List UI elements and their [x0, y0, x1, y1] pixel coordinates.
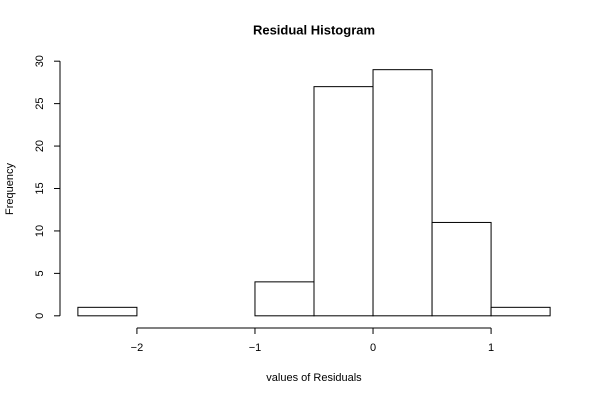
y-tick-label: 0: [34, 313, 46, 319]
chart-title: Residual Histogram: [253, 22, 375, 37]
y-tick-label: 25: [34, 97, 46, 109]
y-tick-label: 10: [34, 225, 46, 237]
bar: [77, 306, 138, 317]
bar: [254, 281, 315, 317]
x-axis-label: values of Residuals: [266, 372, 362, 384]
bar: [372, 69, 433, 317]
y-tick-label: 15: [34, 182, 46, 194]
x-tick-label: 1: [488, 342, 494, 354]
x-tick-label: −1: [249, 342, 262, 354]
x-tick-label: −2: [131, 342, 144, 354]
bar: [313, 86, 374, 317]
y-tick-label: 30: [34, 55, 46, 67]
x-tick-label: 0: [370, 342, 376, 354]
y-tick-label: 5: [34, 270, 46, 276]
bar: [490, 306, 551, 317]
y-tick-label: 20: [34, 140, 46, 152]
bar: [431, 221, 492, 317]
y-axis-label: Frequency: [4, 163, 16, 215]
